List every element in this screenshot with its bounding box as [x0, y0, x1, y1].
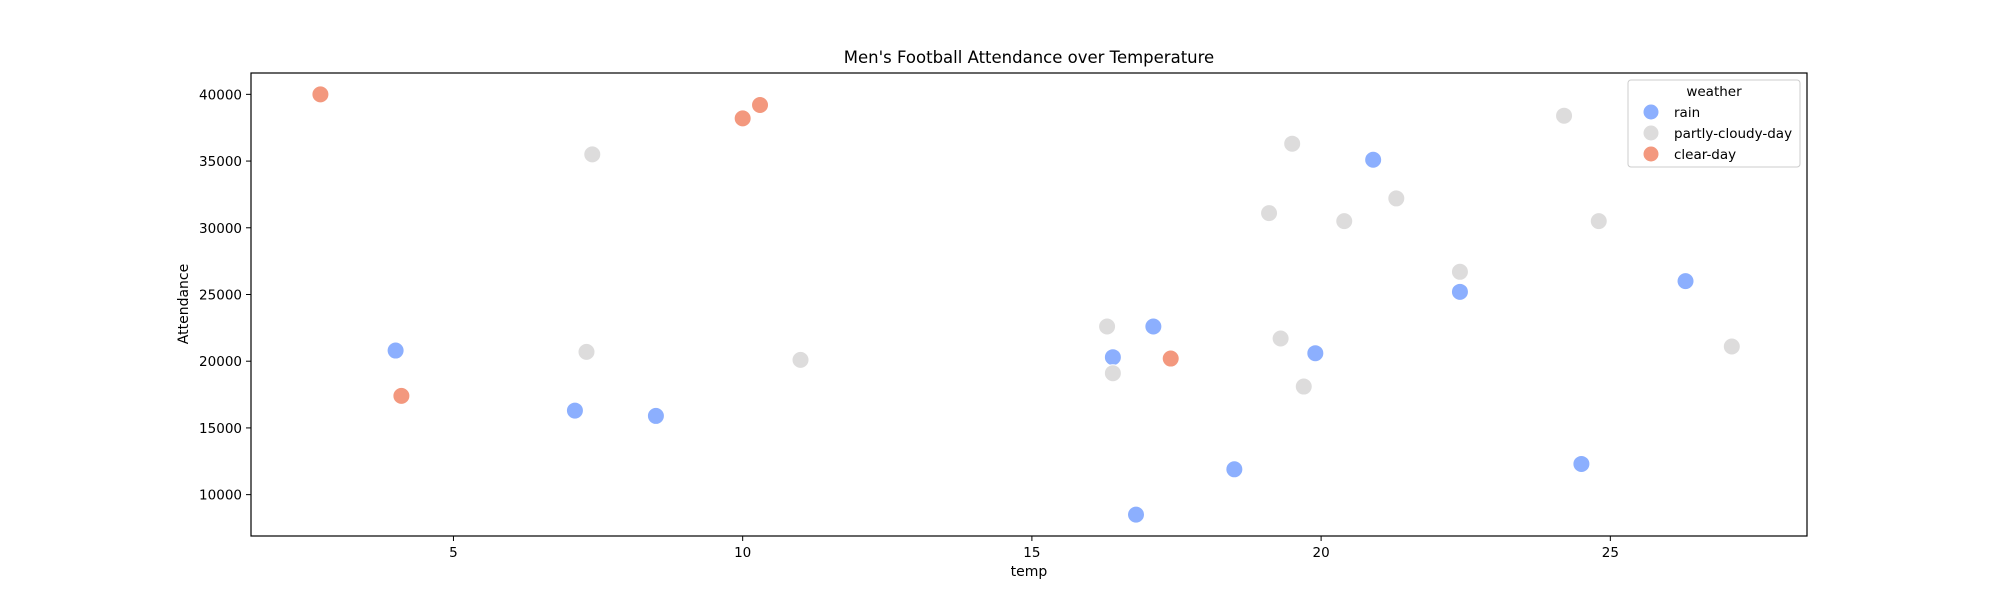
data-point-rain	[386, 341, 405, 360]
plot-frame	[250, 72, 1808, 537]
data-point-partly-cloudy-day	[1555, 106, 1574, 125]
data-point-partly-cloudy-day	[1098, 317, 1117, 336]
x-tick-label: 25	[1602, 545, 1619, 561]
data-point-clear-day	[311, 85, 330, 104]
legend-marker	[1642, 103, 1660, 121]
data-point-clear-day	[751, 96, 770, 115]
data-point-rain	[1450, 282, 1469, 301]
data-point-partly-cloudy-day	[1103, 364, 1122, 383]
legend-marker	[1642, 145, 1660, 163]
y-tick-label: 30000	[199, 221, 242, 237]
data-point-partly-cloudy-day	[791, 350, 810, 369]
data-point-partly-cloudy-day	[1450, 262, 1469, 281]
data-point-rain	[1306, 344, 1325, 363]
data-point-partly-cloudy-day	[577, 342, 596, 361]
y-tick-label: 20000	[199, 354, 242, 370]
data-point-partly-cloudy-day	[1283, 134, 1302, 153]
legend-marker	[1642, 124, 1660, 142]
x-tick-label: 20	[1313, 545, 1330, 561]
data-point-rain	[565, 401, 584, 420]
data-point-rain	[1572, 454, 1591, 473]
y-tick-label: 10000	[199, 488, 242, 504]
legend-frame	[1627, 79, 1801, 168]
data-point-partly-cloudy-day	[1335, 212, 1354, 231]
chart-title: Men's Football Attendance over Temperatu…	[844, 48, 1214, 67]
y-tick-label: 35000	[199, 154, 242, 170]
y-tick-label: 40000	[199, 87, 242, 103]
x-axis: 5 10 15 20 25	[449, 536, 1619, 561]
data-point-rain	[1127, 505, 1146, 524]
data-point-clear-day	[392, 386, 411, 405]
legend-entries: rain partly-cloudy-day clear-day	[1642, 103, 1792, 163]
data-point-partly-cloudy-day	[1387, 189, 1406, 208]
legend-label: partly-cloudy-day	[1674, 126, 1792, 142]
x-tick-label: 5	[449, 545, 458, 561]
data-point-clear-day	[733, 109, 752, 128]
data-point-partly-cloudy-day	[1260, 204, 1279, 223]
data-point-rain	[1103, 348, 1122, 367]
data-point-clear-day	[1161, 349, 1180, 368]
y-tick-label: 25000	[199, 287, 242, 303]
y-tick-label: 15000	[199, 421, 242, 437]
data-point-partly-cloudy-day	[1589, 212, 1608, 231]
data-point-partly-cloudy-day	[583, 145, 602, 164]
legend-label: clear-day	[1674, 147, 1736, 163]
x-axis-label: temp	[1011, 564, 1048, 580]
data-point-rain	[1225, 460, 1244, 479]
data-point-partly-cloudy-day	[1722, 337, 1741, 356]
legend: weather rain partly-cloudy-day clear-day	[1627, 79, 1801, 168]
data-point-rain	[1144, 317, 1163, 336]
data-point-rain	[646, 406, 665, 425]
data-point-rain	[1364, 150, 1383, 169]
y-axis-label: Attendance	[176, 264, 192, 344]
y-axis: 10000 15000 20000 25000 30000 35000 40000	[199, 87, 251, 504]
data-point-partly-cloudy-day	[1294, 377, 1313, 396]
legend-label: rain	[1674, 105, 1700, 121]
data-point-partly-cloudy-day	[1271, 329, 1290, 348]
x-tick-label: 15	[1023, 545, 1040, 561]
x-tick-label: 10	[734, 545, 751, 561]
data-point-rain	[1676, 272, 1695, 291]
points-layer	[311, 85, 1741, 524]
legend-title: weather	[1686, 84, 1742, 100]
